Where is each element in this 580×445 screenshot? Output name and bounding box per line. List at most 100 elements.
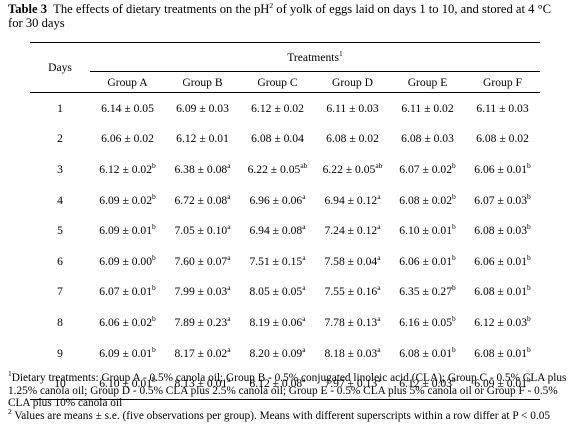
- value-cell: 7.55 ± 0.16a: [315, 277, 390, 308]
- value-text: 7.99 ± 0.03: [174, 285, 228, 299]
- value-cell: 8.19 ± 0.06a: [240, 307, 315, 338]
- value-cell: 6.07 ± 0.02b: [390, 154, 465, 185]
- value-text: 6.14 ± 0.05: [101, 101, 154, 115]
- value-cell: 6.38 ± 0.08a: [165, 154, 240, 185]
- significance-superscript: ab: [300, 160, 308, 170]
- value-text: 6.12 ± 0.02: [251, 101, 304, 115]
- value-text: 6.08 ± 0.02: [476, 132, 529, 146]
- value-text: 6.09 ± 0.01: [474, 377, 527, 391]
- value-cell: 6.72 ± 0.08a: [165, 185, 240, 216]
- value-text: 6.96 ± 0.06: [249, 193, 303, 207]
- significance-superscript: a: [377, 283, 381, 293]
- value-cell: 6.10 ± 0.01b: [90, 368, 165, 400]
- value-cell: 6.08 ± 0.04: [240, 124, 315, 155]
- value-text: 6.09 ± 0.03: [176, 101, 229, 115]
- value-cell: 6.12 ± 0.03b: [465, 307, 540, 338]
- significance-superscript: b: [452, 252, 456, 262]
- value-cell: 7.51 ± 0.15a: [240, 246, 315, 277]
- value-text: 6.08 ± 0.03: [474, 224, 527, 238]
- value-text: 8.12 ± 0.08: [249, 377, 303, 391]
- caption-text: The effects of dietary treatments on the…: [53, 2, 270, 16]
- value-cell: 6.12 ± 0.02: [240, 93, 315, 124]
- significance-superscript: a: [302, 252, 306, 262]
- value-text: 6.38 ± 0.08: [174, 162, 228, 176]
- value-text: 6.07 ± 0.01: [99, 285, 152, 299]
- value-text: 8.17 ± 0.02: [174, 346, 228, 360]
- days-header: Days: [30, 42, 90, 93]
- value-text: 7.97 ± 0.13: [324, 377, 378, 391]
- value-text: 6.72 ± 0.08: [174, 193, 228, 207]
- value-text: 6.11 ± 0.03: [326, 101, 379, 115]
- value-cell: 7.58 ± 0.04a: [315, 246, 390, 277]
- significance-superscript: b: [152, 252, 156, 262]
- footnote-2-marker: 2: [8, 406, 12, 416]
- value-cell: 6.06 ± 0.01b: [390, 246, 465, 277]
- value-cell: 7.24 ± 0.12a: [315, 215, 390, 246]
- value-cell: 8.12 ± 0.08a: [240, 368, 315, 400]
- day-cell: 6: [57, 254, 63, 268]
- value-text: 7.78 ± 0.13: [324, 315, 378, 329]
- value-text: 6.09 ± 0.02: [99, 193, 152, 207]
- value-text: 6.06 ± 0.02: [101, 132, 154, 146]
- value-text: 6.08 ± 0.03: [401, 132, 454, 146]
- significance-superscript: a: [302, 375, 306, 385]
- value-cell: 6.12 ± 0.03b: [390, 368, 465, 400]
- value-text: 7.55 ± 0.16: [324, 285, 378, 299]
- significance-superscript: a: [227, 160, 231, 170]
- value-cell: 6.12 ± 0.01: [165, 124, 240, 155]
- value-text: 6.06 ± 0.01: [474, 162, 527, 176]
- value-cell: 6.09 ± 0.01b: [465, 368, 540, 400]
- value-cell: 6.08 ± 0.01b: [390, 338, 465, 369]
- value-cell: 6.06 ± 0.01b: [465, 154, 540, 185]
- footnote-2-text: Values are means ± s.e. (five observatio…: [11, 409, 551, 422]
- day-cell: 2: [57, 132, 63, 146]
- value-text: 7.60 ± 0.07: [174, 254, 228, 268]
- table-row: 9 6.09 ± 0.01b 8.17 ± 0.02a 8.20 ± 0.09a 8.1…: [30, 338, 540, 369]
- value-cell: 6.94 ± 0.12a: [315, 185, 390, 216]
- value-text: 6.09 ± 0.01: [99, 224, 152, 238]
- value-cell: 6.22 ± 0.05ab: [315, 154, 390, 185]
- value-cell: 7.89 ± 0.23a: [165, 307, 240, 338]
- significance-superscript: a: [227, 222, 231, 232]
- group-header: Group C: [240, 71, 315, 93]
- value-cell: 6.08 ± 0.02: [315, 124, 390, 155]
- significance-superscript: b: [452, 191, 456, 201]
- table-row: 2 6.06 ± 0.02 6.12 ± 0.01 6.08 ± 0.04 6.08 ±…: [30, 124, 540, 155]
- significance-superscript: b: [452, 222, 456, 232]
- value-cell: 6.08 ± 0.01b: [465, 277, 540, 308]
- value-cell: 6.06 ± 0.02b: [90, 307, 165, 338]
- significance-superscript: b: [152, 344, 156, 354]
- day-cell: 10: [30, 368, 90, 400]
- value-cell: 8.20 ± 0.09a: [240, 338, 315, 369]
- value-text: 7.89 ± 0.23: [174, 315, 228, 329]
- value-cell: 6.07 ± 0.01b: [90, 277, 165, 308]
- value-text: 8.05 ± 0.05: [249, 285, 303, 299]
- significance-superscript: b: [152, 160, 156, 170]
- table-caption: Table 3 The effects of dietary treatment…: [8, 2, 578, 30]
- value-cell: 6.08 ± 0.02: [465, 124, 540, 155]
- value-text: 8.20 ± 0.09: [249, 346, 303, 360]
- group-header: Group E: [390, 71, 465, 93]
- significance-superscript: a: [302, 283, 306, 293]
- value-cell: 6.09 ± 0.02b: [90, 185, 165, 216]
- table-row: 7 6.07 ± 0.01b 7.99 ± 0.03a 8.05 ± 0.05a 7.5…: [30, 277, 540, 308]
- value-text: 6.22 ± 0.05: [247, 162, 301, 176]
- value-text: 6.07 ± 0.02: [399, 162, 452, 176]
- caption-superscript: 2: [269, 1, 274, 10]
- value-cell: 6.35 ± 0.27b: [390, 277, 465, 308]
- value-cell: 6.11 ± 0.03: [465, 93, 540, 124]
- table-row: 8 6.06 ± 0.02b 7.89 ± 0.23a 8.19 ± 0.06a 7.7…: [30, 307, 540, 338]
- value-text: 6.12 ± 0.03: [474, 315, 527, 329]
- significance-superscript: b: [527, 222, 531, 232]
- value-text: 6.08 ± 0.04: [251, 132, 304, 146]
- value-text: 6.08 ± 0.01: [474, 285, 527, 299]
- value-cell: 6.14 ± 0.05: [90, 93, 165, 124]
- value-cell: 8.18 ± 0.03a: [315, 338, 390, 369]
- significance-superscript: b: [452, 313, 456, 323]
- significance-superscript: a: [377, 375, 381, 385]
- value-text: 6.94 ± 0.12: [324, 193, 378, 207]
- significance-superscript: ab: [375, 160, 383, 170]
- footnote-1-text: Dietary treatments: Group A - 0.5% canol…: [8, 372, 567, 410]
- significance-superscript: b: [452, 344, 456, 354]
- value-cell: 6.08 ± 0.03b: [465, 215, 540, 246]
